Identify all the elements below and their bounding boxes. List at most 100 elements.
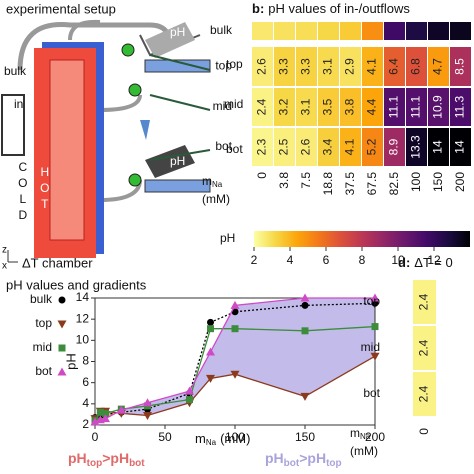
- hot-label: HOT: [38, 165, 52, 213]
- cell-value: 2.3: [255, 138, 269, 155]
- cell-value: 8.5: [453, 58, 467, 75]
- panel-a-title: experimental setup: [6, 1, 116, 16]
- ph-probe: [145, 145, 195, 178]
- column-label: 200: [453, 172, 467, 192]
- valve: [128, 83, 142, 97]
- gradient-area: [235, 298, 305, 397]
- column-label: 18.8: [321, 172, 335, 196]
- annotation-sub: top: [326, 458, 342, 469]
- x-axis-label: mNa (mM): [195, 431, 250, 447]
- cell-value: 14: [453, 140, 467, 154]
- caption: ΔT chamber: [22, 255, 93, 270]
- marker: [370, 352, 380, 361]
- column-axis-label: mNa: [202, 174, 223, 189]
- cell-value: 4.1: [365, 58, 379, 75]
- column-axis-label: mNa: [350, 426, 371, 441]
- heat-cell: [428, 47, 449, 86]
- colorbar-tick-label: 8: [359, 253, 366, 267]
- heat-cell: [413, 280, 436, 324]
- y-tick-label: 8: [82, 354, 89, 368]
- cell-value: 14: [431, 140, 445, 154]
- y-tick-label: 10: [76, 333, 90, 347]
- axis-label: z: [2, 245, 7, 256]
- cold-label: COLD: [16, 160, 30, 224]
- heat-cell: [362, 88, 383, 126]
- colorbar-tick-label: 2: [251, 253, 258, 267]
- heat-cell: [450, 128, 471, 166]
- marker: [186, 396, 193, 404]
- cell-value: 3.4: [321, 138, 335, 155]
- marker: [371, 323, 379, 331]
- ph-probe-label: pH: [170, 154, 185, 168]
- label-main: m: [350, 426, 360, 440]
- heat-cell: [428, 128, 449, 166]
- heat-cell: [384, 88, 405, 126]
- y-tick-label: 2: [82, 417, 89, 431]
- heat-cell: [413, 326, 436, 370]
- row-label: top: [215, 59, 232, 73]
- cell-value: 10.9: [431, 95, 445, 119]
- cell-value: 2.4: [417, 339, 431, 356]
- annotation-sub: bot: [284, 458, 300, 469]
- y-tick-label: 6: [82, 375, 89, 389]
- cell-value: 4.4: [365, 98, 379, 115]
- x-tick-label: 150: [295, 430, 315, 444]
- heat-cell: [384, 47, 405, 86]
- colorbar-tick-label: 6: [323, 253, 330, 267]
- marker: [301, 327, 309, 335]
- annotation: pHtop>pHbot: [68, 450, 145, 469]
- outlet-label: bot: [226, 142, 243, 156]
- column-label: 3.8: [277, 172, 291, 189]
- marker: [90, 417, 100, 426]
- heat-cell: [362, 22, 383, 40]
- x-tick-label: 50: [158, 430, 172, 444]
- heat-cell: [340, 22, 361, 40]
- annotation-main: pH: [68, 450, 87, 466]
- heat-cell: [384, 128, 405, 166]
- cell-value: 11.1: [409, 95, 423, 118]
- cell-value: 8.9: [387, 138, 401, 155]
- cell-value: 2.4: [417, 293, 431, 310]
- label-sub: Na: [360, 432, 371, 441]
- label-main: m: [195, 431, 206, 446]
- cell-value: 3.1: [321, 58, 335, 75]
- cell-value: 3.3: [299, 58, 313, 75]
- marker: [206, 347, 215, 356]
- marker: [301, 301, 309, 309]
- marker: [58, 296, 66, 304]
- panel-label: d:: [398, 255, 410, 270]
- legend-label: bulk: [30, 292, 53, 306]
- marker: [207, 318, 214, 326]
- heat-cell: [406, 47, 427, 86]
- marker: [300, 392, 310, 401]
- cell-value: 4.7: [431, 58, 445, 75]
- heat-cell: [274, 128, 295, 166]
- panel-title-text: ΔT = 0: [414, 255, 452, 270]
- panel-title: d: ΔT = 0: [398, 255, 453, 270]
- cell-value: 2.9: [343, 58, 357, 75]
- valve: [121, 43, 135, 57]
- syringe: [144, 179, 211, 193]
- cell-value: 2.4: [417, 385, 431, 402]
- chamber: [49, 59, 85, 241]
- marker: [116, 405, 126, 414]
- heat-cell: [252, 128, 273, 166]
- vial: [140, 120, 150, 140]
- row-label: bot: [363, 386, 380, 400]
- heat-cell: [296, 22, 317, 40]
- annotation-main: >pH: [299, 450, 326, 466]
- legend-label: top: [35, 316, 52, 330]
- cell-value: 4.1: [343, 138, 357, 155]
- tube: [99, 94, 142, 112]
- heat-cell: [362, 128, 383, 166]
- marker: [57, 367, 67, 376]
- marker: [96, 408, 104, 416]
- marker: [58, 344, 66, 352]
- cell-value: 5.2: [365, 138, 379, 155]
- gradient-area: [305, 298, 375, 397]
- legend-label: mid: [33, 340, 52, 354]
- heat-cell: [274, 47, 295, 86]
- marker: [102, 409, 109, 417]
- colorbar-tick-label: 4: [287, 253, 294, 267]
- column-axis-unit: (mM): [350, 444, 378, 458]
